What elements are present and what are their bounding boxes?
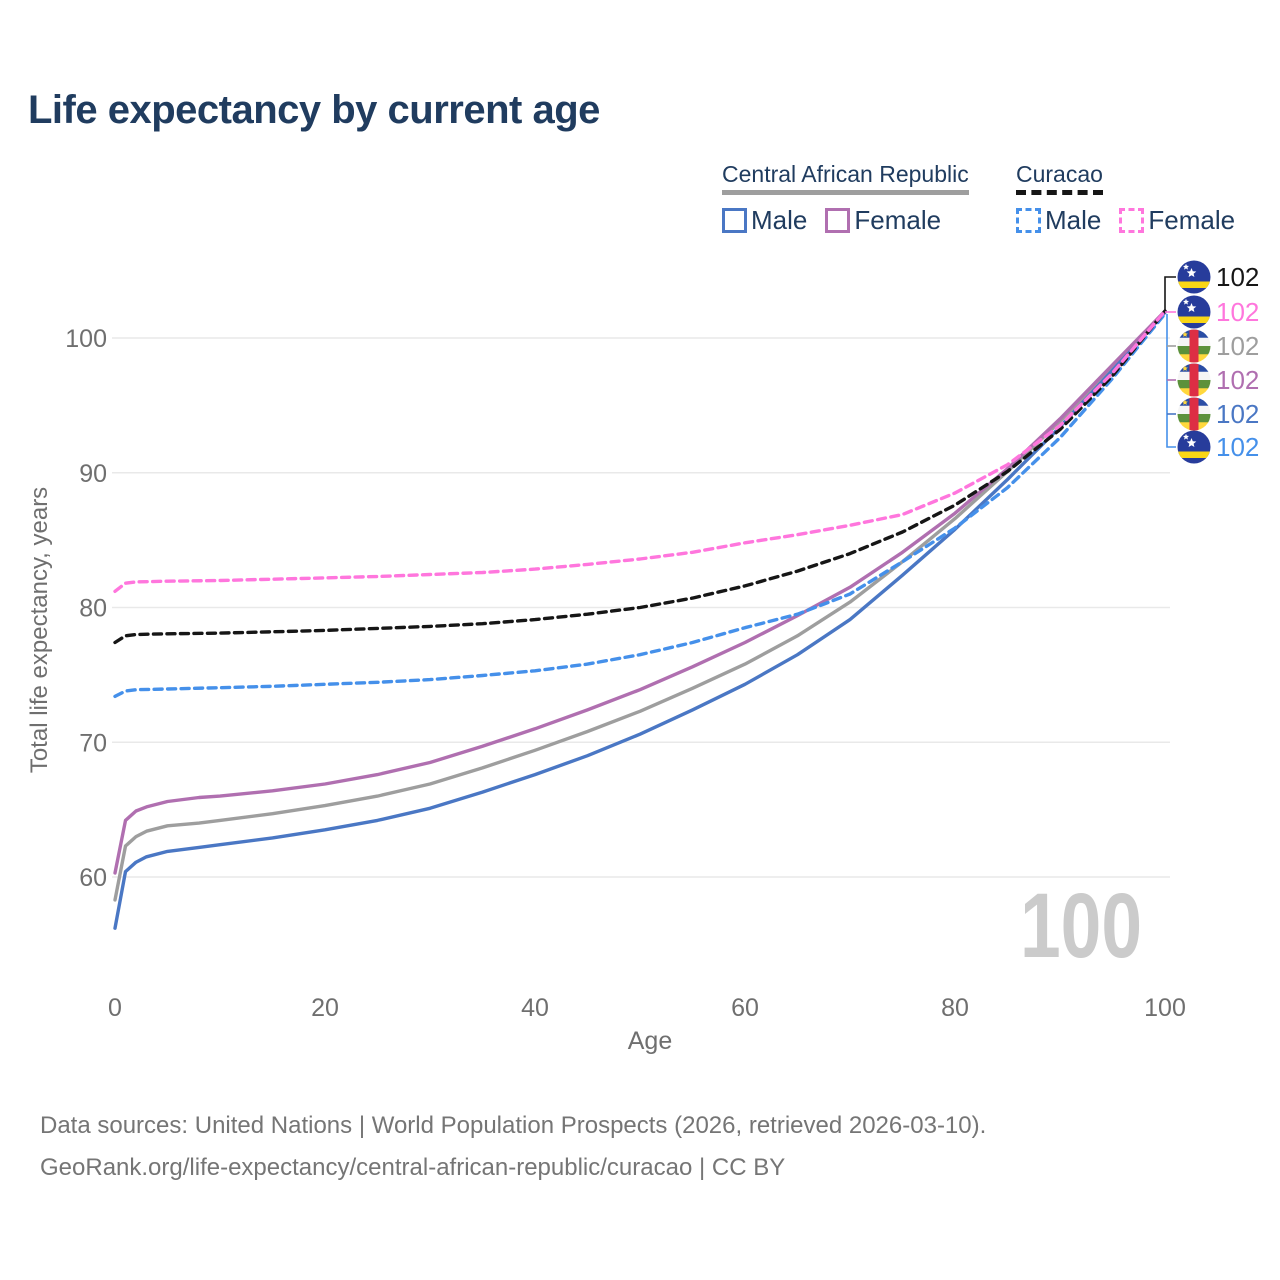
- x-axis-title: Age: [628, 1027, 672, 1055]
- x-tick-60: 60: [731, 994, 759, 1022]
- x-tick-20: 20: [311, 994, 339, 1022]
- legend-item-car-female[interactable]: Female: [825, 205, 941, 236]
- series-line-cur-both[interactable]: [113, 309, 1167, 645]
- series-line-car-both[interactable]: [113, 310, 1167, 902]
- leader-line: [1164, 276, 1176, 310]
- y-tick-80: 80: [79, 595, 107, 623]
- car-male-swatch-icon: [722, 208, 747, 233]
- legend-item-label: Female: [1148, 205, 1236, 235]
- legend-items: Male Female: [1016, 205, 1235, 236]
- curacao-female-swatch-icon: [1119, 208, 1145, 233]
- x-tick-80: 80: [941, 994, 969, 1022]
- car-flag-icon: [1177, 363, 1211, 397]
- y-tick-100: 100: [65, 325, 107, 353]
- car-flag-icon: [1177, 397, 1211, 431]
- curacao-male-swatch-icon: [1016, 208, 1041, 233]
- endpoint-value-label: 102: [1216, 365, 1259, 395]
- age-watermark: 100: [1020, 875, 1142, 977]
- legend-items: Male Female: [722, 205, 969, 236]
- y-tick-60: 60: [79, 864, 107, 892]
- endpoint-value-label: 102: [1216, 331, 1259, 361]
- y-tick-90: 90: [79, 460, 107, 488]
- attribution-link-text[interactable]: GeoRank.org/life-expectancy/central-afri…: [40, 1154, 786, 1181]
- endpoint-value-label: 102: [1216, 399, 1259, 429]
- series-line-cur-female[interactable]: [113, 309, 1167, 593]
- series-line-cur-male[interactable]: [113, 312, 1167, 699]
- curacao-flag-icon: [1177, 295, 1211, 329]
- legend-group-curacao: Curacao Male Female: [1016, 161, 1235, 236]
- endpoint-value-label: 102: [1216, 432, 1259, 462]
- legend-group-central-african-republic: Central African Republic Male Female: [722, 161, 969, 236]
- legend-item-label: Female: [854, 205, 942, 235]
- legend-item-car-male[interactable]: Male: [722, 205, 807, 236]
- page-title: Life expectancy by current age: [28, 88, 600, 132]
- legend-item-curacao-female[interactable]: Female: [1119, 205, 1235, 236]
- leader-line: [1166, 314, 1176, 448]
- curacao-flag-icon: [1177, 430, 1211, 464]
- footer: Data sources: United Nations | World Pop…: [40, 1105, 986, 1189]
- series-line-car-female[interactable]: [113, 309, 1167, 875]
- curacao-flag-icon: [1177, 260, 1211, 294]
- x-tick-100: 100: [1144, 994, 1186, 1022]
- data-sources-text: Data sources: United Nations | World Pop…: [40, 1112, 987, 1139]
- series-line-car-male[interactable]: [113, 310, 1167, 930]
- y-axis-title: Total life expectancy, years: [26, 487, 53, 773]
- car-flag-icon: [1177, 329, 1211, 363]
- legend-country-curacao[interactable]: Curacao: [1016, 161, 1103, 195]
- legend-item-curacao-male[interactable]: Male: [1016, 205, 1101, 236]
- y-tick-70: 70: [79, 729, 107, 757]
- endpoint-value-label: 102: [1216, 262, 1259, 292]
- car-female-swatch-icon: [825, 208, 851, 233]
- x-tick-0: 0: [108, 994, 122, 1022]
- endpoint-value-label: 102: [1216, 297, 1259, 327]
- legend-item-label: Male: [1045, 205, 1102, 235]
- x-tick-40: 40: [521, 994, 549, 1022]
- legend-country-central-african-republic[interactable]: Central African Republic: [722, 161, 969, 195]
- legend-item-label: Male: [751, 205, 808, 235]
